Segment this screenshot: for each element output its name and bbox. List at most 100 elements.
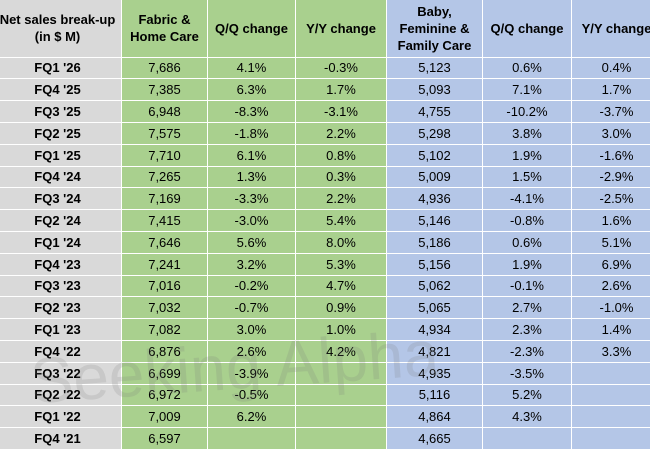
data-cell: 2.6% <box>208 341 296 363</box>
data-cell: 3.0% <box>208 319 296 341</box>
data-cell: 3.2% <box>208 253 296 276</box>
data-cell: 4.2% <box>296 341 387 363</box>
data-cell: 1.9% <box>483 253 572 276</box>
data-cell <box>483 428 572 450</box>
header-text: Y/Y change <box>581 20 650 36</box>
row-label: FQ2 '24 <box>0 210 122 232</box>
data-cell: -0.5% <box>208 384 296 407</box>
data-cell: -8.3% <box>208 101 296 123</box>
data-cell <box>572 362 650 385</box>
data-cell: 0.3% <box>296 166 387 189</box>
data-cell: 4.1% <box>208 57 296 80</box>
data-cell <box>296 362 387 385</box>
data-cell: 7,241 <box>122 253 208 276</box>
header-text: (in $ M) <box>34 29 81 45</box>
data-cell <box>208 428 296 450</box>
header-cell: Q/Q change <box>208 0 296 58</box>
data-cell: -4.1% <box>483 188 572 211</box>
row-label: FQ1 '25 <box>0 144 122 167</box>
data-cell: -0.3% <box>296 57 387 80</box>
data-cell: 4,821 <box>387 341 483 363</box>
data-cell: -0.1% <box>483 275 572 298</box>
data-cell: -0.2% <box>208 275 296 298</box>
data-cell: 8.0% <box>296 232 387 254</box>
data-cell: 6,699 <box>122 362 208 385</box>
row-label: FQ4 '25 <box>0 79 122 102</box>
data-cell: 5,102 <box>387 144 483 167</box>
row-label: FQ2 '22 <box>0 384 122 407</box>
row-label: FQ4 '22 <box>0 341 122 363</box>
data-cell: -3.5% <box>483 362 572 385</box>
data-cell: -3.9% <box>208 362 296 385</box>
data-cell: 1.7% <box>572 79 650 102</box>
data-cell: 7,710 <box>122 144 208 167</box>
data-cell: 7,646 <box>122 232 208 254</box>
data-cell <box>572 428 650 450</box>
row-label: FQ1 '24 <box>0 232 122 254</box>
header-text: Net sales break-up <box>0 12 116 28</box>
data-cell: 3.8% <box>483 123 572 145</box>
data-cell: 5,065 <box>387 297 483 320</box>
data-cell: 1.0% <box>296 319 387 341</box>
data-cell: 2.6% <box>572 275 650 298</box>
data-cell: -2.3% <box>483 341 572 363</box>
data-cell: 5,123 <box>387 57 483 80</box>
row-label: FQ3 '23 <box>0 275 122 298</box>
row-label: FQ1 '22 <box>0 406 122 429</box>
data-cell: 7,575 <box>122 123 208 145</box>
header-cell: Q/Q change <box>483 0 572 58</box>
data-cell: 1.6% <box>572 210 650 232</box>
data-cell: 4,864 <box>387 406 483 429</box>
data-cell: 4.3% <box>483 406 572 429</box>
header-cell: Y/Y change <box>572 0 650 58</box>
data-cell: -2.9% <box>572 166 650 189</box>
data-cell: 6.3% <box>208 79 296 102</box>
header-cell: Fabric & Home Care <box>122 0 208 58</box>
data-cell: -1.6% <box>572 144 650 167</box>
row-label: FQ3 '22 <box>0 362 122 385</box>
data-cell: 3.3% <box>572 341 650 363</box>
data-cell: 5,062 <box>387 275 483 298</box>
row-label: FQ2 '23 <box>0 297 122 320</box>
row-label: FQ3 '24 <box>0 188 122 211</box>
data-cell: 6,972 <box>122 384 208 407</box>
data-cell: 5,186 <box>387 232 483 254</box>
data-cell: 5.3% <box>296 253 387 276</box>
data-cell: 6.1% <box>208 144 296 167</box>
data-cell: 5.2% <box>483 384 572 407</box>
data-cell: 7,032 <box>122 297 208 320</box>
data-cell: 7,082 <box>122 319 208 341</box>
row-label: FQ4 '23 <box>0 253 122 276</box>
data-cell: 2.2% <box>296 188 387 211</box>
data-cell <box>296 384 387 407</box>
data-cell: -3.1% <box>296 101 387 123</box>
data-cell: 1.4% <box>572 319 650 341</box>
data-cell <box>572 406 650 429</box>
data-cell: 5.6% <box>208 232 296 254</box>
header-cell: Net sales break-up (in $ M) <box>0 0 122 58</box>
data-cell: 5,009 <box>387 166 483 189</box>
data-cell: 7,009 <box>122 406 208 429</box>
data-cell: 0.9% <box>296 297 387 320</box>
data-cell: 4.7% <box>296 275 387 298</box>
data-cell: 1.9% <box>483 144 572 167</box>
data-cell: 6,597 <box>122 428 208 450</box>
data-cell: -1.8% <box>208 123 296 145</box>
data-cell: 7,265 <box>122 166 208 189</box>
data-cell: -0.8% <box>483 210 572 232</box>
data-cell: 3.0% <box>572 123 650 145</box>
data-cell: 1.3% <box>208 166 296 189</box>
row-label: FQ3 '25 <box>0 101 122 123</box>
data-cell: 7,415 <box>122 210 208 232</box>
header-text: Q/Q change <box>490 20 564 36</box>
data-cell: 7.1% <box>483 79 572 102</box>
row-label: FQ2 '25 <box>0 123 122 145</box>
data-cell: 2.7% <box>483 297 572 320</box>
data-cell: 5,116 <box>387 384 483 407</box>
data-cell: 7,016 <box>122 275 208 298</box>
data-cell: -0.7% <box>208 297 296 320</box>
data-cell: 5,156 <box>387 253 483 276</box>
header-text: Family Care <box>397 37 472 53</box>
data-cell: 5,093 <box>387 79 483 102</box>
